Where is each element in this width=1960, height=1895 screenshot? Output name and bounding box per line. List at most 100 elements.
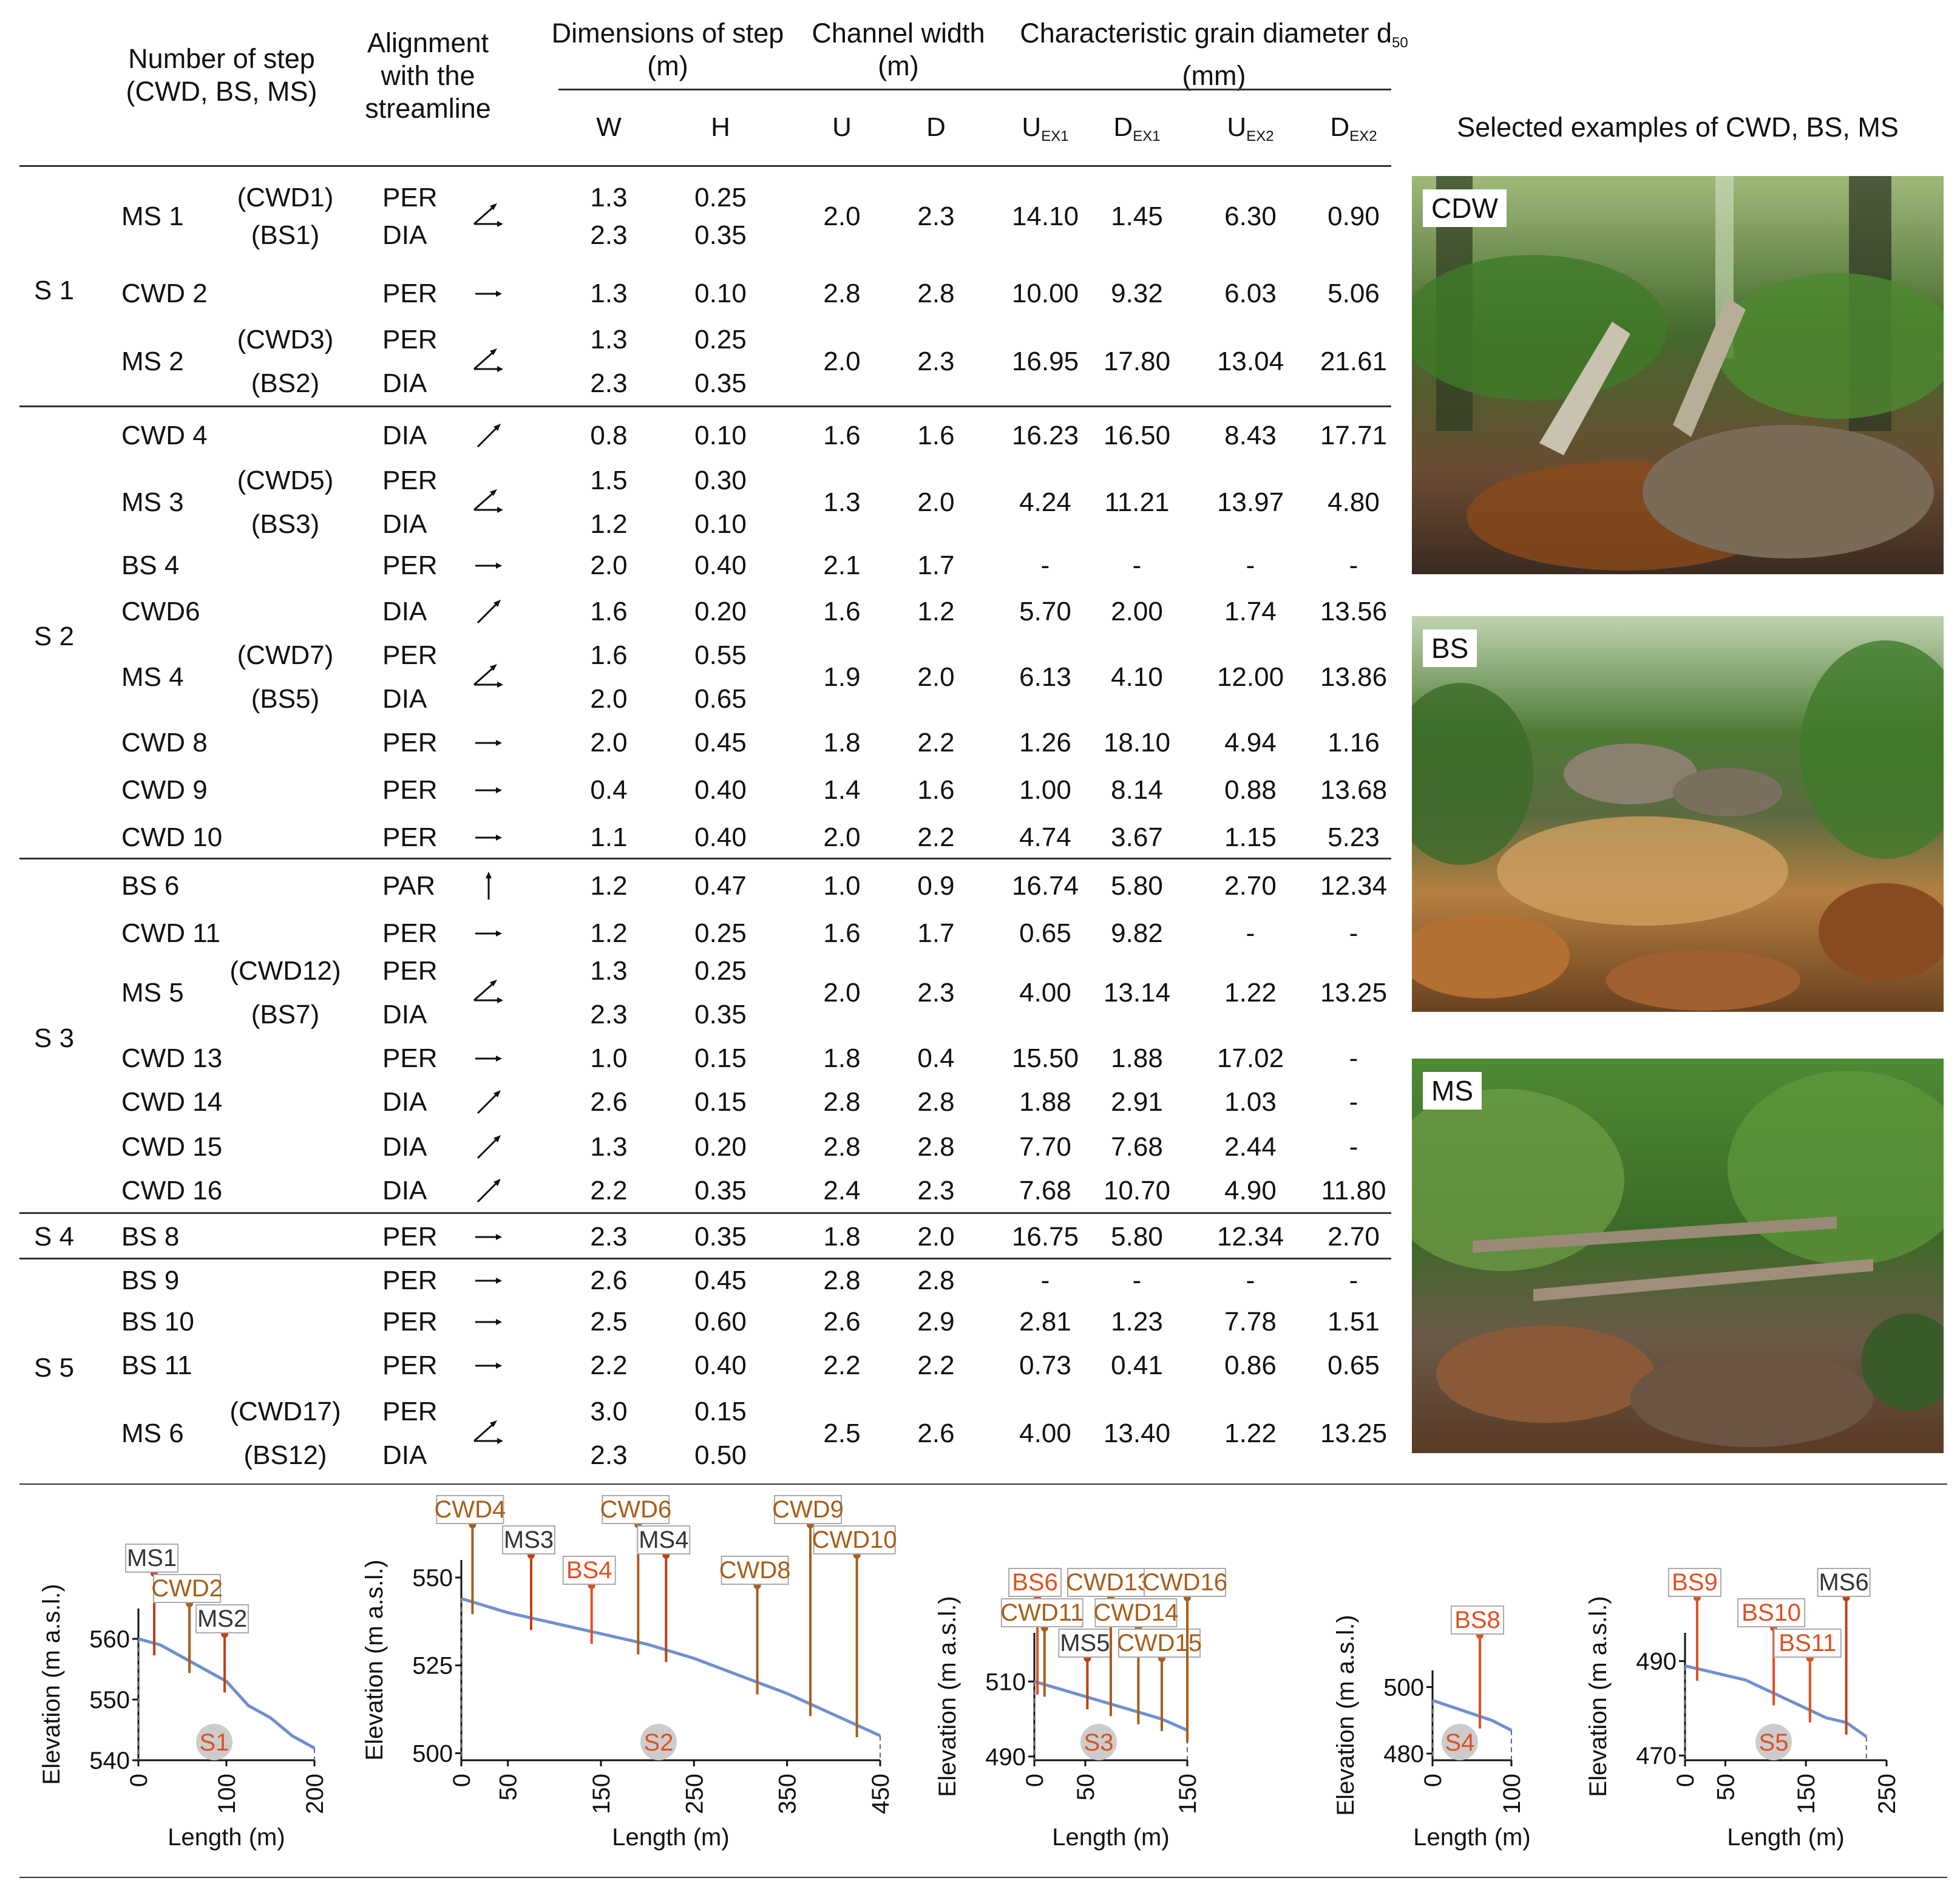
height-value: 0.15	[694, 1043, 747, 1073]
step-marker-box	[1000, 1598, 1083, 1627]
height-value: 0.15	[694, 1397, 747, 1426]
alignment-code: PER	[382, 466, 438, 495]
step-name: MS 1	[121, 202, 184, 231]
width-value: 0.4	[590, 775, 628, 805]
step-marker-label: CWD13	[1066, 1569, 1151, 1596]
step-name: BS 9	[121, 1266, 180, 1295]
step-components: (CWD1)	[237, 183, 334, 212]
u-value: 2.1	[823, 551, 861, 580]
height-value: 0.40	[694, 1351, 747, 1380]
alignment-code: PER	[382, 728, 438, 758]
alignment-arrow-icon	[473, 980, 503, 1003]
section-separator	[19, 858, 1391, 859]
width-value: 2.5	[590, 1307, 628, 1337]
height-value: 0.10	[694, 421, 747, 450]
width-value: 2.2	[590, 1176, 628, 1205]
u-value: 1.4	[823, 775, 861, 805]
x-axis-label: Length (m)	[168, 1824, 285, 1851]
alignment-arrow-icon	[475, 1056, 502, 1062]
uex1-value: 4.00	[1019, 1419, 1071, 1448]
uex2-value: 1.74	[1224, 597, 1277, 626]
dex1-value: 7.68	[1111, 1132, 1163, 1162]
step-marker-box	[721, 1556, 789, 1585]
x-axis-label: Length (m)	[1727, 1824, 1844, 1851]
width-value: 0.8	[590, 421, 628, 450]
u-value: 2.8	[823, 1087, 861, 1117]
width-value: 2.3	[590, 1222, 628, 1252]
height-value: 0.25	[694, 325, 747, 354]
u-value: 1.0	[823, 871, 861, 901]
width-value: 1.2	[590, 509, 628, 539]
height-value: 0.20	[694, 597, 747, 626]
alignment-code: PER	[382, 1043, 438, 1073]
step-name: BS 11	[121, 1351, 192, 1380]
alignment-code: DIA	[382, 1440, 427, 1470]
dex1-value: -	[1132, 1266, 1142, 1295]
dex2-value: 21.61	[1320, 347, 1388, 376]
alignment-code: PER	[382, 1307, 438, 1337]
height-value: 0.20	[694, 1132, 747, 1162]
width-value: 1.6	[590, 640, 628, 670]
u-value: 2.6	[823, 1307, 861, 1337]
step-marker-box	[153, 1574, 222, 1603]
alignment-arrow-icon	[475, 931, 502, 937]
step-name: CWD 8	[121, 728, 208, 758]
x-tick-label: 350	[775, 1774, 801, 1814]
x-tick-label: 150	[588, 1774, 615, 1814]
section-label: S 1	[34, 276, 75, 305]
header-channel: Channel width (m)	[812, 18, 985, 81]
alignment-arrow-icon	[475, 1363, 502, 1369]
photo-bs: BS	[1412, 616, 1944, 1012]
dex1-value: -	[1132, 551, 1142, 580]
d-value: 2.3	[917, 202, 955, 231]
longitudinal-profiles: 540 550 560 0 100 200 Length (m) Elevation (m a…	[38, 1495, 1901, 1851]
uex1-value: 1.26	[1019, 728, 1071, 758]
dex1-value: 13.40	[1103, 1419, 1171, 1448]
height-value: 0.30	[694, 466, 747, 495]
u-value: 2.0	[823, 202, 861, 231]
width-value: 2.2	[590, 1351, 628, 1380]
step-marker-label: MS1	[127, 1545, 177, 1571]
height-value: 0.35	[694, 220, 747, 250]
step-name: CWD 11	[121, 918, 220, 948]
col-h: H	[711, 112, 730, 142]
uex2-value: 6.30	[1224, 202, 1277, 231]
d-value: 1.7	[917, 918, 955, 948]
width-value: 2.6	[590, 1087, 628, 1117]
uex1-value: 4.24	[1019, 487, 1071, 517]
uex1-value: -	[1040, 1266, 1050, 1295]
d-value: 1.2	[917, 597, 955, 626]
d-value: 2.8	[917, 1087, 955, 1117]
y-tick-label: 490	[985, 1744, 1026, 1771]
dex2-value: -	[1349, 1043, 1358, 1073]
alignment-arrow-icon	[475, 563, 502, 569]
step-components: (BS7)	[251, 1000, 320, 1029]
step-name: BS 8	[121, 1222, 180, 1252]
dex1-value: 13.14	[1103, 978, 1171, 1008]
u-value: 2.8	[823, 279, 861, 308]
alignment-code: PER	[382, 279, 438, 308]
dex1-value: 10.70	[1103, 1176, 1171, 1205]
d-value: 2.8	[917, 1266, 955, 1295]
x-tick-label: 450	[867, 1774, 894, 1814]
uex1-value: 5.70	[1019, 597, 1071, 626]
width-value: 1.3	[590, 279, 628, 308]
width-value: 1.2	[590, 918, 628, 948]
profile-line	[138, 1637, 316, 1750]
alignment-code: DIA	[382, 597, 427, 626]
dex2-value: 13.25	[1320, 1419, 1388, 1448]
width-value: 1.3	[590, 325, 628, 354]
step-marker-box	[1667, 1568, 1721, 1597]
y-tick-label: 490	[1636, 1649, 1677, 1675]
u-value: 2.0	[823, 978, 861, 1008]
u-value: 1.3	[823, 487, 861, 517]
height-value: 0.25	[694, 183, 747, 212]
height-value: 0.45	[694, 728, 747, 758]
col-uex1: UEX1	[1022, 112, 1069, 144]
dex2-value: 0.65	[1328, 1351, 1380, 1380]
d-value: 2.0	[917, 1222, 955, 1252]
step-marker-box	[195, 1604, 249, 1633]
dex2-value: 1.51	[1328, 1307, 1380, 1337]
uex2-value: 7.78	[1224, 1307, 1277, 1337]
width-value: 2.3	[590, 1440, 628, 1470]
